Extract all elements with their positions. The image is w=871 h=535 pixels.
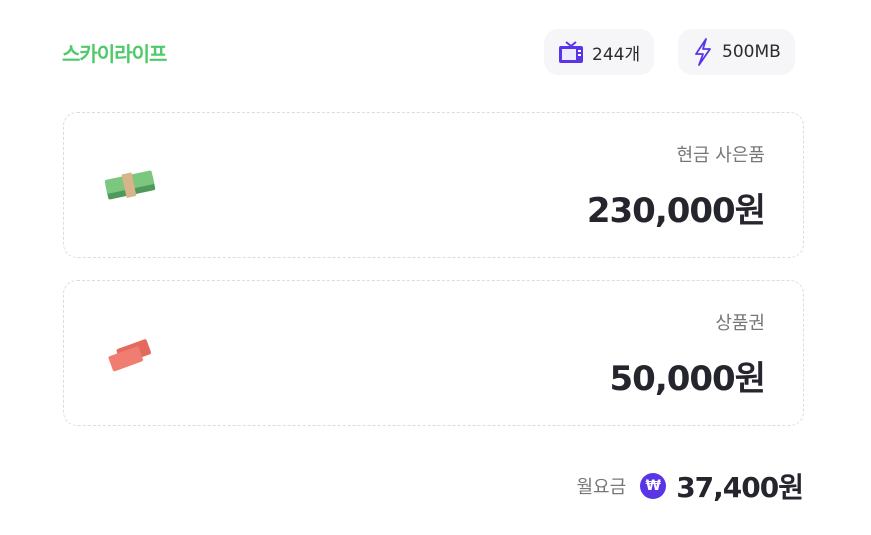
data-amount-chip: 500MB	[678, 29, 795, 75]
brand-logo: 스카이라이프	[62, 42, 167, 66]
benefit-value: 50,000원	[609, 359, 766, 399]
benefit-label: 상품권	[715, 313, 765, 334]
channel-count: 244개	[592, 44, 641, 65]
lightning-icon	[695, 38, 711, 66]
benefit-card-cash: 현금 사은품 230,000원	[63, 112, 804, 258]
benefit-value: 230,000원	[586, 191, 766, 231]
channel-count-chip: 244개	[544, 29, 655, 75]
won-icon: ₩	[640, 473, 667, 499]
benefit-card-voucher: 상품권 50,000원	[63, 280, 804, 426]
monthly-fee-label: 월요금	[576, 477, 627, 498]
benefit-label: 현금 사은품	[676, 145, 765, 166]
cash-stack-icon	[104, 170, 156, 200]
coupon-icon	[108, 339, 151, 372]
tv-icon	[559, 41, 583, 63]
monthly-fee: 월요금 ₩ 37,400원	[577, 466, 804, 506]
data-amount: 500MB	[722, 42, 781, 62]
monthly-fee-amount: 37,400원	[676, 471, 804, 504]
